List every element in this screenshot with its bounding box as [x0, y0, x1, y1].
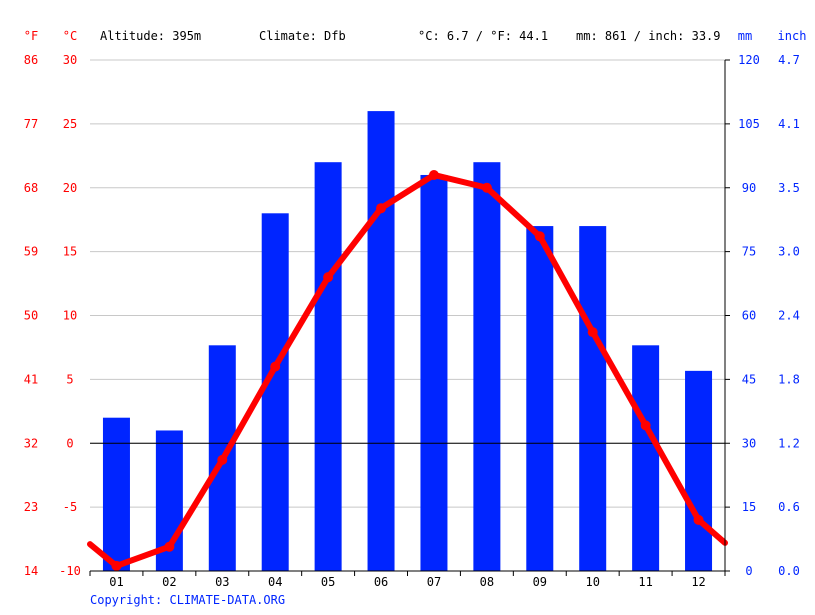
mm-tick-label: 0: [745, 564, 752, 578]
celsius-tick-label: 5: [66, 372, 73, 386]
altitude-label: Altitude: 395m: [100, 29, 201, 43]
inch-tick-label: 2.4: [778, 309, 800, 323]
month-tick-label: 10: [585, 575, 599, 589]
temperature-point: [323, 272, 334, 283]
precipitation-bar: [632, 345, 660, 571]
month-tick-label: 06: [374, 575, 388, 589]
month-tick-label: 12: [691, 575, 705, 589]
celsius-tick-label: 0: [66, 436, 73, 450]
fahrenheit-tick-label: 77: [24, 117, 38, 131]
fahrenheit-tick-label: 32: [24, 436, 38, 450]
mm-tick-label: 75: [742, 245, 756, 259]
fahrenheit-tick-label: 50: [24, 309, 38, 323]
temperature-point: [111, 560, 122, 571]
inch-unit-label: inch: [778, 29, 807, 43]
celsius-tick-label: 20: [63, 181, 77, 195]
celsius-tick-label: -10: [59, 564, 81, 578]
axis-ticks: [89, 59, 730, 576]
month-tick-label: 11: [638, 575, 652, 589]
precipitation-bar: [473, 162, 501, 571]
fahrenheit-tick-label: 41: [24, 372, 38, 386]
temperature-point: [270, 361, 281, 372]
month-tick-label: 03: [215, 575, 229, 589]
celsius-tick-label: 15: [63, 245, 77, 259]
precipitation-bar: [526, 226, 554, 571]
month-tick-label: 09: [533, 575, 547, 589]
celsius-tick-label: 30: [63, 53, 77, 67]
fahrenheit-tick-label: 59: [24, 245, 38, 259]
fahrenheit-tick-label: 86: [24, 53, 38, 67]
temperature-point: [428, 169, 439, 180]
precipitation-bar: [102, 417, 130, 571]
month-tick-label: 02: [162, 575, 176, 589]
precipitation-bar: [367, 111, 395, 571]
mm-tick-label: 120: [738, 53, 760, 67]
fahrenheit-tick-label: 23: [24, 500, 38, 514]
month-tick-label: 01: [109, 575, 123, 589]
inch-tick-label: 1.8: [778, 372, 800, 386]
precipitation-total-label: mm: 861 / inch: 33.9: [576, 29, 721, 43]
month-tick-label: 08: [480, 575, 494, 589]
celsius-tick-label: -5: [63, 500, 77, 514]
mm-tick-label: 60: [742, 309, 756, 323]
precipitation-bar: [261, 213, 289, 572]
inch-tick-label: 3.0: [778, 245, 800, 259]
temperature-point: [481, 182, 492, 193]
temperature-line-group: [87, 169, 728, 571]
celsius-tick-label: 10: [63, 309, 77, 323]
temperature-point: [587, 327, 598, 338]
month-tick-label: 07: [427, 575, 441, 589]
gridlines: [90, 59, 725, 508]
mm-tick-label: 30: [742, 436, 756, 450]
average-temperature-label: °C: 6.7 / °F: 44.1: [418, 29, 548, 43]
month-tick-label: 05: [321, 575, 335, 589]
mm-tick-label: 105: [738, 117, 760, 131]
celsius-unit-label: °C: [63, 29, 77, 43]
precipitation-bar: [579, 226, 607, 571]
inch-tick-label: 0.0: [778, 564, 800, 578]
precipitation-bar: [420, 174, 448, 571]
copyright-label: Copyright: CLIMATE-DATA.ORG: [90, 593, 285, 607]
inch-tick-label: 4.1: [778, 117, 800, 131]
mm-unit-label: mm: [738, 29, 752, 43]
temperature-point: [534, 231, 545, 242]
inch-tick-label: 4.7: [778, 53, 800, 67]
inch-tick-label: 1.2: [778, 436, 800, 450]
precipitation-bars: [102, 111, 713, 572]
inch-tick-label: 0.6: [778, 500, 800, 514]
climate-label: Climate: Dfb: [259, 29, 346, 43]
temperature-point: [376, 203, 387, 214]
fahrenheit-unit-label: °F: [24, 29, 38, 43]
temperature-point: [164, 541, 175, 552]
fahrenheit-tick-label: 68: [24, 181, 38, 195]
precipitation-bar: [685, 370, 713, 571]
precipitation-bar: [314, 162, 342, 571]
fahrenheit-tick-label: 14: [24, 564, 38, 578]
mm-tick-label: 45: [742, 372, 756, 386]
temperature-point: [640, 420, 651, 431]
celsius-tick-label: 25: [63, 117, 77, 131]
temperature-point: [217, 454, 228, 465]
month-tick-label: 04: [268, 575, 282, 589]
mm-tick-label: 90: [742, 181, 756, 195]
inch-tick-label: 3.5: [778, 181, 800, 195]
temperature-line: [87, 171, 728, 569]
temperature-point: [693, 514, 704, 525]
mm-tick-label: 15: [742, 500, 756, 514]
